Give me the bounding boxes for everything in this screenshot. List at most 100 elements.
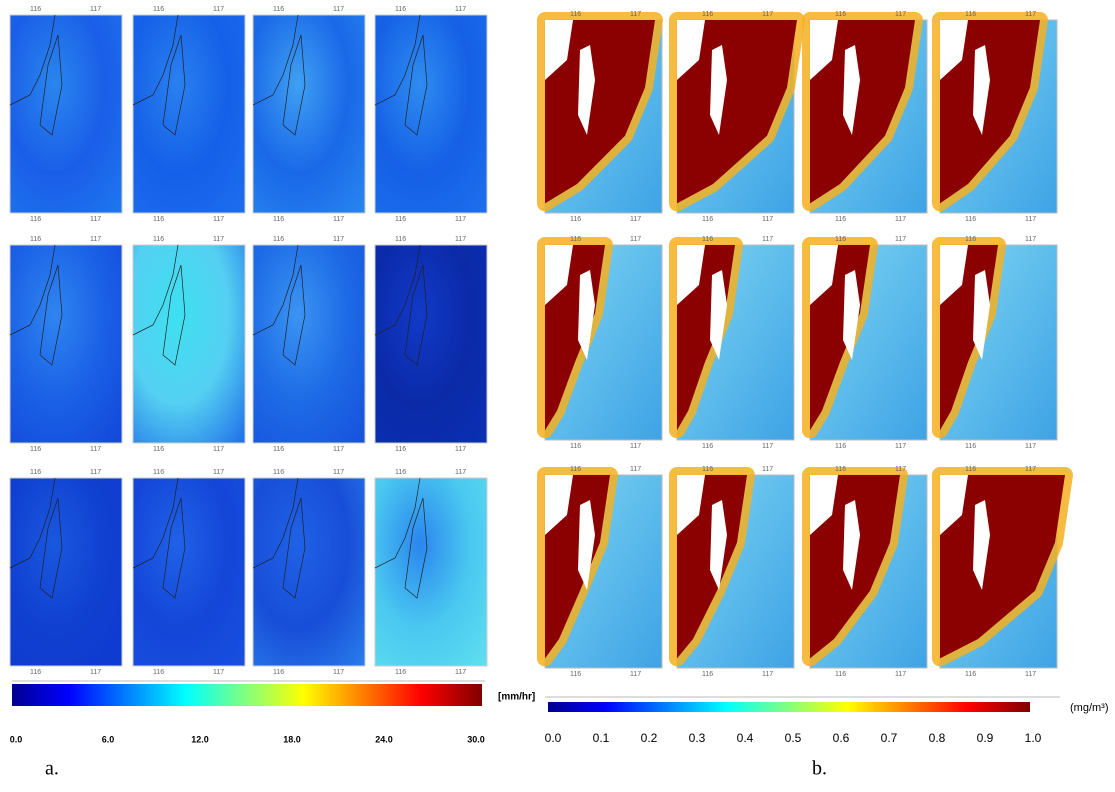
map-tick-label: 116: [835, 466, 846, 473]
map-tick-label: 116: [395, 236, 406, 243]
map-tick-label: 116: [395, 669, 406, 676]
map-tick-label: 117: [455, 446, 466, 453]
map-tick-label: 116: [702, 671, 713, 678]
map-tick-label: 116: [273, 236, 284, 243]
colorbar-label: 0.4: [737, 731, 754, 745]
land: [940, 20, 990, 135]
unit-b: (mg/m³): [1070, 702, 1109, 714]
map-tick-label: 117: [630, 11, 641, 18]
map-tick-label: 116: [273, 669, 284, 676]
map-tick-label: 116: [570, 216, 581, 223]
map-tick-label: 117: [762, 443, 773, 450]
map-tick-label: 117: [455, 236, 466, 243]
map-tick-label: 117: [333, 6, 344, 13]
map-tick-label: 116: [273, 216, 284, 223]
map-tick-label: 116: [965, 671, 976, 678]
colorbar-label: 24.0: [375, 734, 393, 744]
map-tick-label: 117: [90, 669, 101, 676]
coastline: [374, 14, 428, 136]
map-tick-label: 117: [333, 446, 344, 453]
land: [810, 245, 860, 360]
colorbar-b: [548, 702, 1030, 712]
map-tick-label: 117: [1025, 671, 1036, 678]
colorbar-label: 0.6: [833, 731, 850, 745]
land: [677, 475, 727, 590]
colorbar-label: 12.0: [191, 734, 209, 744]
land: [545, 20, 595, 135]
map-tick-label: 116: [153, 216, 164, 223]
colorbar-label: 0.2: [641, 731, 658, 745]
map-tick-label: 116: [395, 6, 406, 13]
map-panel: [132, 244, 246, 444]
colorbar-label: 30.0: [467, 734, 485, 744]
map-tick-label: 116: [835, 671, 846, 678]
map-tick-label: 116: [965, 466, 976, 473]
map-tick-label: 116: [273, 469, 284, 476]
map-tick-label: 117: [630, 671, 641, 678]
map-panel: [132, 477, 246, 667]
caption-b: b.: [812, 758, 827, 780]
map-tick-label: 117: [895, 216, 906, 223]
map-tick-label: 117: [1025, 443, 1036, 450]
map-tick-label: 117: [455, 669, 466, 676]
map-tick-label: 117: [213, 469, 224, 476]
map-tick-label: 117: [333, 236, 344, 243]
colorbar-label: 1.0: [1025, 731, 1042, 745]
colorbar-label: 6.0: [102, 734, 115, 744]
colorbar-label: 0.0: [10, 734, 23, 744]
map-tick-label: 117: [333, 469, 344, 476]
map-tick-label: 117: [333, 669, 344, 676]
map-tick-label: 117: [213, 236, 224, 243]
map-tick-label: 116: [273, 6, 284, 13]
map-panel: [9, 14, 123, 214]
coastline: [9, 244, 63, 366]
colorbar-label: 0.1: [593, 731, 610, 745]
map-tick-label: 117: [213, 6, 224, 13]
map-tick-label: 117: [762, 466, 773, 473]
map-tick-label: 116: [273, 446, 284, 453]
map-tick-label: 117: [895, 671, 906, 678]
colorbar-label: 0.8: [929, 731, 946, 745]
caption-a: a.: [45, 758, 59, 780]
high-concentration: [940, 475, 1065, 659]
colorbar-label: 0.7: [881, 731, 898, 745]
unit-a: [mm/hr]: [498, 692, 535, 703]
coastline: [132, 477, 186, 599]
map-tick-label: 116: [965, 443, 976, 450]
map-tick-label: 116: [702, 11, 713, 18]
map-tick-label: 116: [965, 11, 976, 18]
map-tick-label: 117: [333, 216, 344, 223]
map-tick-label: 116: [30, 236, 41, 243]
colorbar-label: 0.0: [545, 731, 562, 745]
map-tick-label: 117: [1025, 236, 1036, 243]
high-concentration: [940, 20, 1040, 204]
map-tick-label: 117: [630, 443, 641, 450]
high-concentration: [545, 475, 610, 659]
map-tick-label: 116: [570, 236, 581, 243]
map-tick-label: 116: [835, 11, 846, 18]
map-tick-label: 116: [570, 443, 581, 450]
map-tick-label: 117: [455, 469, 466, 476]
map-tick-label: 117: [895, 443, 906, 450]
coastline: [9, 14, 63, 136]
map-tick-label: 116: [702, 216, 713, 223]
map-panel: [374, 244, 488, 444]
map-tick-label: 116: [30, 446, 41, 453]
land: [677, 245, 727, 360]
coastline: [374, 477, 428, 599]
map-tick-label: 116: [702, 443, 713, 450]
map-tick-label: 117: [630, 466, 641, 473]
land: [545, 475, 595, 590]
map-tick-label: 116: [965, 216, 976, 223]
map-panel: [252, 477, 366, 667]
map-tick-label: 117: [1025, 216, 1036, 223]
map-tick-label: 116: [153, 6, 164, 13]
map-tick-label: 116: [30, 469, 41, 476]
map-tick-label: 116: [153, 236, 164, 243]
coastline: [252, 244, 306, 366]
colorbar-a: [12, 684, 482, 706]
map-tick-label: 117: [455, 216, 466, 223]
map-tick-label: 116: [835, 216, 846, 223]
map-tick-label: 117: [895, 11, 906, 18]
